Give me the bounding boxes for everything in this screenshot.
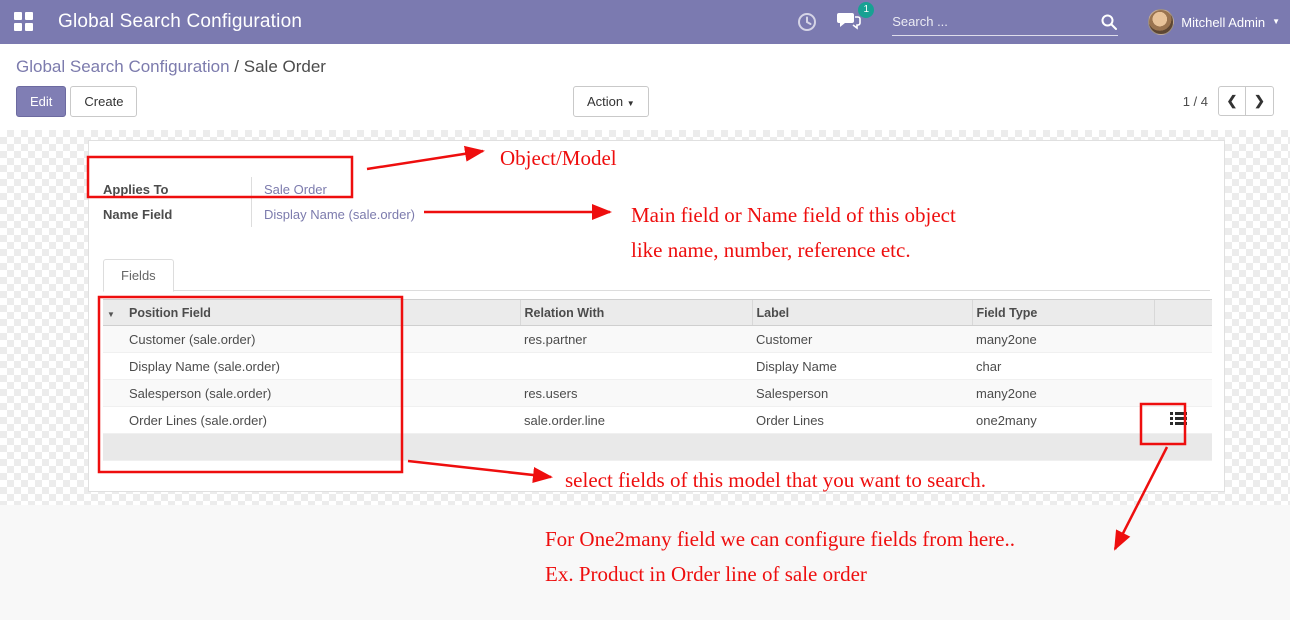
table-row-customer[interactable]: Customer (sale.order) res.partner Custom… (103, 325, 1212, 353)
field-value-name-field[interactable]: Display Name (sale.order) (251, 202, 663, 227)
apps-grid-square (14, 12, 22, 20)
cell-position-field: Customer (sale.order) (125, 325, 520, 353)
user-menu[interactable]: Mitchell Admin ▼ (1148, 9, 1280, 35)
row-caret-cell (103, 406, 125, 434)
form-fields: Applies To Sale Order Name Field Display… (103, 177, 663, 227)
edit-button[interactable]: Edit (16, 86, 67, 117)
search-icon[interactable] (1100, 13, 1118, 31)
action-caret-icon: ▼ (626, 99, 635, 108)
tab-bar: Fields (103, 258, 1210, 292)
messages-icon[interactable]: 1 (836, 1, 875, 36)
apps-grid-square (25, 23, 33, 31)
breadcrumb: Global Search Configuration / Sale Order (16, 57, 1274, 77)
breadcrumb-current: Sale Order (243, 57, 326, 76)
top-navbar: Global Search Configuration 1 Mitchell A… (0, 0, 1290, 44)
global-search (892, 8, 1119, 36)
cell-relation-with: sale.order.line (520, 406, 752, 434)
cell-label: Order Lines (752, 406, 972, 434)
header-caret-cell[interactable]: ▼ (103, 299, 125, 326)
pager-previous-button[interactable]: ❮ (1218, 86, 1246, 116)
column-header-label[interactable]: Label (751, 299, 972, 326)
form-sheet: Applies To Sale Order Name Field Display… (88, 140, 1225, 492)
cell-label: Display Name (752, 352, 972, 380)
row-caret-cell (103, 325, 125, 353)
table-header-row: ▼ Position Field Relation With Label Fie… (103, 299, 1212, 326)
app-title: Global Search Configuration (58, 11, 303, 32)
configure-fields-icon[interactable] (1170, 411, 1187, 426)
control-panel: Global Search Configuration / Sale Order… (0, 44, 1290, 130)
row-caret-cell (103, 352, 125, 380)
cell-field-type: many2one (972, 379, 1154, 407)
column-header-config (1153, 299, 1212, 326)
user-name: Mitchell Admin (1181, 14, 1266, 30)
notebook: Fields ▼ Position Field Relation With La… (103, 258, 1212, 461)
search-input[interactable] (892, 14, 1101, 29)
table-row-display-name[interactable]: Display Name (sale.order) Display Name c… (103, 352, 1212, 380)
apps-grid-square (14, 23, 22, 31)
user-avatar (1148, 9, 1175, 35)
table-row-order-lines[interactable]: Order Lines (sale.order) sale.order.line… (103, 406, 1212, 434)
cell-label: Salesperson (752, 379, 972, 407)
fields-table: ▼ Position Field Relation With Label Fie… (103, 299, 1212, 461)
cell-relation-with: res.partner (520, 325, 752, 353)
table-footer-strip (103, 433, 1212, 461)
tab-fields[interactable]: Fields (103, 259, 174, 292)
bottom-background (0, 505, 1290, 620)
main-content-area: Applies To Sale Order Name Field Display… (0, 130, 1290, 505)
activities-clock-icon[interactable] (796, 11, 818, 33)
cell-position-field: Display Name (sale.order) (125, 352, 520, 380)
breadcrumb-parent-link[interactable]: Global Search Configuration (16, 57, 230, 76)
pager: 1 / 4 ❮ ❯ (1183, 86, 1274, 116)
field-value-applies-to[interactable]: Sale Order (251, 177, 663, 202)
apps-menu-icon[interactable] (14, 12, 34, 32)
form-row-name-field: Name Field Display Name (sale.order) (103, 202, 663, 227)
cell-field-type: char (972, 352, 1154, 380)
header-caret-icon: ▼ (107, 309, 115, 319)
field-label-applies-to: Applies To (103, 182, 169, 197)
create-button[interactable]: Create (70, 86, 138, 117)
table-row-salesperson[interactable]: Salesperson (sale.order) res.users Sales… (103, 379, 1212, 407)
cell-field-type: many2one (972, 325, 1154, 353)
cell-position-field: Salesperson (sale.order) (125, 379, 520, 407)
pager-counter: 1 / 4 (1182, 93, 1208, 109)
cell-relation-with (520, 352, 752, 380)
column-header-relation-with[interactable]: Relation With (519, 299, 752, 326)
cell-position-field: Order Lines (sale.order) (125, 406, 520, 434)
action-label: Action (587, 94, 624, 109)
apps-grid-square (25, 12, 33, 20)
column-header-field-type[interactable]: Field Type (971, 299, 1154, 326)
cell-config (1154, 406, 1212, 434)
breadcrumb-separator: / (229, 57, 244, 76)
pager-next-button[interactable]: ❯ (1246, 86, 1274, 116)
row-caret-cell (103, 379, 125, 407)
cell-label: Customer (752, 325, 972, 353)
cell-relation-with: res.users (520, 379, 752, 407)
cell-config (1154, 325, 1212, 353)
field-label-name-field: Name Field (103, 207, 173, 222)
column-header-position-field[interactable]: Position Field (125, 299, 520, 326)
form-row-applies-to: Applies To Sale Order (103, 177, 663, 202)
cell-config (1154, 379, 1212, 407)
cell-field-type: one2many (972, 406, 1154, 434)
action-dropdown-button[interactable]: Action ▼ (573, 86, 649, 117)
user-menu-caret-icon: ▼ (1272, 17, 1280, 26)
cell-config (1154, 352, 1212, 380)
message-count-badge: 1 (858, 1, 875, 18)
